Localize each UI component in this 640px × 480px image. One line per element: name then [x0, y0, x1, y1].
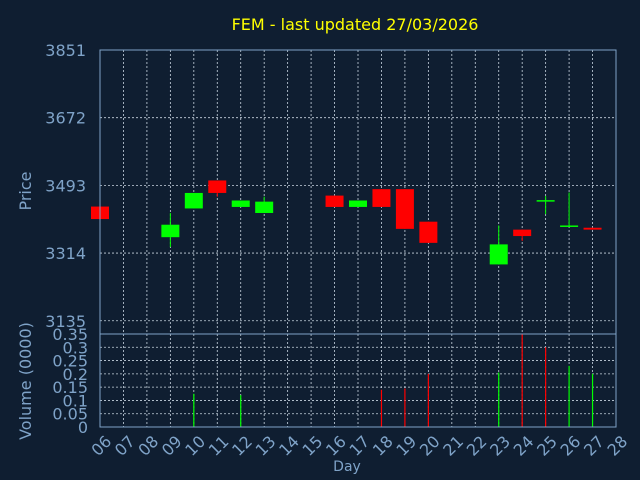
volume-y-tick: 0.35: [52, 325, 88, 344]
volume-axis-label: Volume (0000): [16, 322, 35, 440]
candle-13: [255, 196, 274, 213]
candle-11: [208, 180, 227, 197]
volume-grid: [99, 333, 617, 428]
price-y-tick-labels: 3851 3672 3493 3314 3135: [45, 41, 86, 331]
price-y-tick: 3314: [45, 244, 86, 263]
candle-12: [231, 200, 250, 207]
price-candles: [91, 180, 602, 265]
x-tick: 28: [603, 432, 631, 460]
candle-body: [372, 189, 391, 207]
x-tick-labels: 0607080910111213141516171819202122232425…: [87, 432, 631, 460]
candle-27: [583, 227, 602, 230]
price-grid: [99, 49, 617, 334]
candle-body: [184, 192, 203, 209]
volume-y-tick: 0: [78, 418, 88, 437]
candle-body: [489, 244, 508, 265]
candle-body: [208, 180, 227, 193]
x-axis-label: Day: [333, 459, 361, 475]
volume-y-tick: 0.3: [63, 338, 88, 357]
price-axis-label: Price: [16, 171, 35, 210]
candle-body: [419, 221, 438, 243]
candle-body: [349, 200, 367, 207]
candle-body: [395, 189, 414, 229]
candle-body: [513, 229, 532, 237]
candle-body: [325, 195, 344, 207]
volume-bars: [193, 334, 594, 427]
candle-body: [161, 224, 180, 238]
volume-y-tick: 0.2: [63, 365, 88, 384]
chart-title: FEM - last updated 27/03/2026: [232, 15, 479, 34]
price-y-tick: 3135: [45, 312, 86, 331]
price-y-tick: 3493: [45, 176, 86, 195]
volume-panel-frame: [99, 333, 617, 428]
candle-20: [419, 221, 438, 243]
candle-23: [489, 225, 508, 265]
volume-y-tick-labels: 0.350.30.250.20.150.10.050: [52, 325, 88, 437]
candle-body: [583, 227, 602, 230]
candle-body: [560, 225, 579, 227]
candle-18: [372, 189, 391, 207]
candle-26: [560, 192, 579, 227]
price-y-tick: 3672: [45, 109, 86, 128]
price-y-tick: 3851: [45, 41, 86, 60]
volume-y-tick: 0.15: [52, 378, 88, 397]
candle-25: [536, 195, 555, 215]
volume-y-tick: 0.25: [52, 352, 88, 371]
candle-19: [395, 189, 414, 229]
candle-10: [184, 192, 203, 209]
volume-y-tick: 0.1: [63, 391, 88, 410]
candle-24: [513, 229, 532, 241]
candle-body: [231, 200, 250, 207]
candle-09: [161, 212, 180, 248]
volume-y-tick: 0.05: [52, 405, 88, 424]
candle-body: [536, 200, 555, 202]
candle-17: [349, 200, 367, 207]
candle-16: [325, 195, 344, 207]
candle-body: [255, 201, 274, 213]
